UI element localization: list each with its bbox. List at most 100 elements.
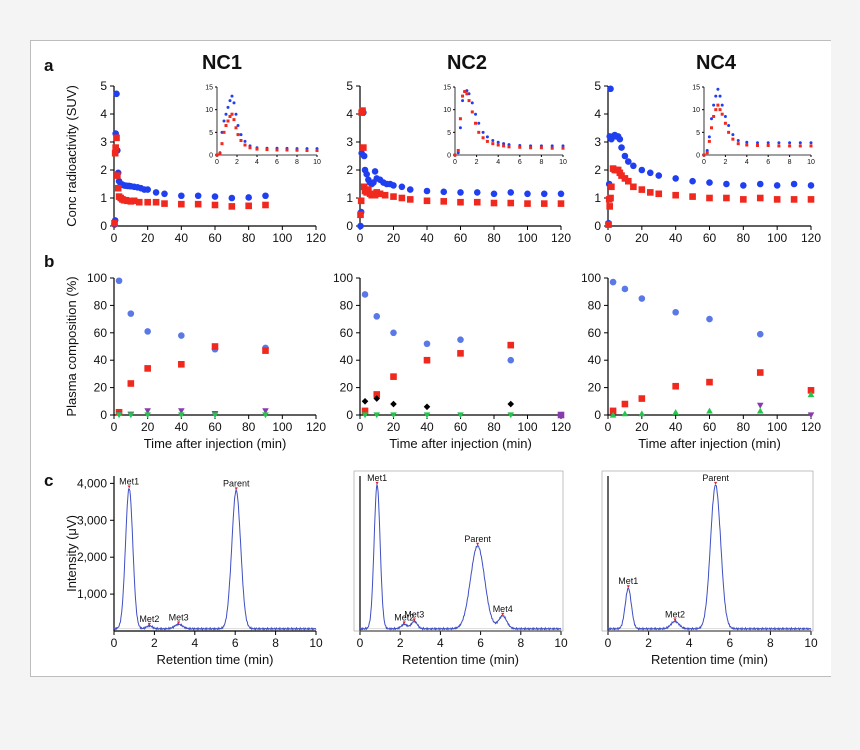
x-tick-label: 120: [551, 420, 571, 434]
data-point: [222, 119, 226, 123]
peak-apex-marker: [375, 481, 379, 485]
peak-apex-marker: [412, 618, 416, 622]
x-axis-label: Retention time (min): [156, 652, 273, 667]
data-point: [111, 219, 118, 227]
data-point: [371, 168, 379, 175]
x-tick-label: 6: [477, 636, 484, 650]
data-point: [113, 134, 120, 142]
x-tick-label: 40: [669, 420, 683, 434]
data-point: [463, 90, 467, 94]
a-NC4-inset-axes: 0 2 4 6 8 10 0 5 10 15: [692, 85, 815, 167]
column-title-nc4: NC4: [696, 52, 737, 74]
y-tick-label: 3: [346, 135, 353, 149]
data-point: [718, 108, 722, 112]
data-point: [127, 412, 135, 419]
data-point: [461, 94, 465, 98]
data-point: [457, 189, 464, 196]
x-tick-label: 120: [801, 420, 821, 434]
data-point: [423, 197, 431, 205]
y-tick-label: 15: [443, 85, 451, 92]
y-tick-label: 40: [94, 353, 108, 367]
data-point: [507, 412, 515, 419]
data-point: [458, 117, 462, 121]
x-tick-label: 0: [357, 636, 364, 650]
x-tick-label: 0: [111, 636, 118, 650]
data-point: [621, 410, 629, 417]
data-point: [706, 194, 713, 202]
x-tick-label: 4: [437, 636, 444, 650]
data-point: [706, 378, 713, 386]
y-tick-label: 4: [594, 107, 601, 121]
data-point: [491, 138, 495, 142]
data-point: [507, 189, 515, 196]
y-tick-label: 0: [100, 219, 107, 233]
peak-label: Met1: [367, 473, 387, 483]
data-point: [485, 135, 489, 139]
peak-label: Parent: [464, 534, 491, 544]
data-point: [245, 202, 252, 210]
data-point: [712, 114, 716, 118]
peak-apex-marker: [626, 585, 630, 589]
data-point: [135, 198, 143, 206]
data-point: [716, 87, 720, 91]
data-point: [357, 211, 364, 219]
data-point: [152, 198, 160, 206]
c-NC1-trace: Met1 Met2 Met3 Parent: [113, 477, 317, 632]
data-point: [507, 400, 515, 408]
data-point: [720, 112, 724, 116]
x-tick-label: 60: [208, 420, 222, 434]
data-point: [809, 141, 813, 145]
data-point: [705, 151, 709, 155]
data-point: [638, 410, 646, 417]
data-point: [616, 135, 624, 143]
data-point: [230, 112, 234, 116]
data-point: [807, 391, 815, 398]
data-point: [262, 412, 269, 419]
data-point: [756, 402, 764, 409]
data-point: [723, 114, 727, 118]
b-NC1-axes: 0 20 40 60 80 100 120 0 20 40 60 80 100 Time after in…: [64, 271, 326, 451]
data-point: [518, 145, 522, 149]
y-tick-label: 0: [594, 219, 601, 233]
data-point: [458, 126, 462, 130]
peak-apex-marker: [714, 481, 718, 485]
data-point: [618, 144, 625, 151]
data-point: [766, 141, 770, 145]
data-point: [373, 313, 381, 320]
data-point: [672, 408, 679, 415]
y-tick-label: 80: [94, 298, 108, 312]
data-point: [621, 400, 629, 408]
data-point: [481, 130, 485, 134]
data-point: [262, 408, 269, 415]
y-tick-label: 4: [346, 107, 353, 121]
data-point: [361, 412, 369, 419]
data-point: [470, 110, 474, 114]
data-point: [423, 340, 431, 348]
a-NC2-inset-axes: 0 2 4 6 8 10 0 5 10 15: [443, 85, 567, 167]
y-tick-label: 2: [594, 163, 601, 177]
data-point: [461, 99, 465, 103]
data-point: [239, 133, 243, 137]
data-point: [672, 382, 679, 390]
y-tick-label: 60: [94, 326, 108, 340]
x-tick-label: 10: [313, 159, 321, 166]
data-point: [440, 198, 448, 205]
data-point: [740, 182, 747, 189]
y-tick-label: 1: [100, 191, 107, 205]
data-point: [390, 400, 397, 408]
data-point: [561, 144, 565, 148]
y-tick-label: 80: [588, 298, 602, 312]
data-point: [398, 194, 406, 202]
peak-label: Met3: [169, 612, 189, 622]
x-tick-label: 2: [645, 636, 652, 650]
x-tick-label: 2: [723, 159, 727, 166]
data-point: [490, 199, 498, 207]
data-point: [361, 291, 369, 298]
data-point: [440, 188, 448, 196]
data-point: [112, 144, 119, 151]
y-axis-label: Intensity (μV): [64, 515, 79, 592]
peak-label: Met3: [404, 609, 424, 619]
data-point: [114, 172, 121, 179]
data-point: [655, 190, 663, 198]
